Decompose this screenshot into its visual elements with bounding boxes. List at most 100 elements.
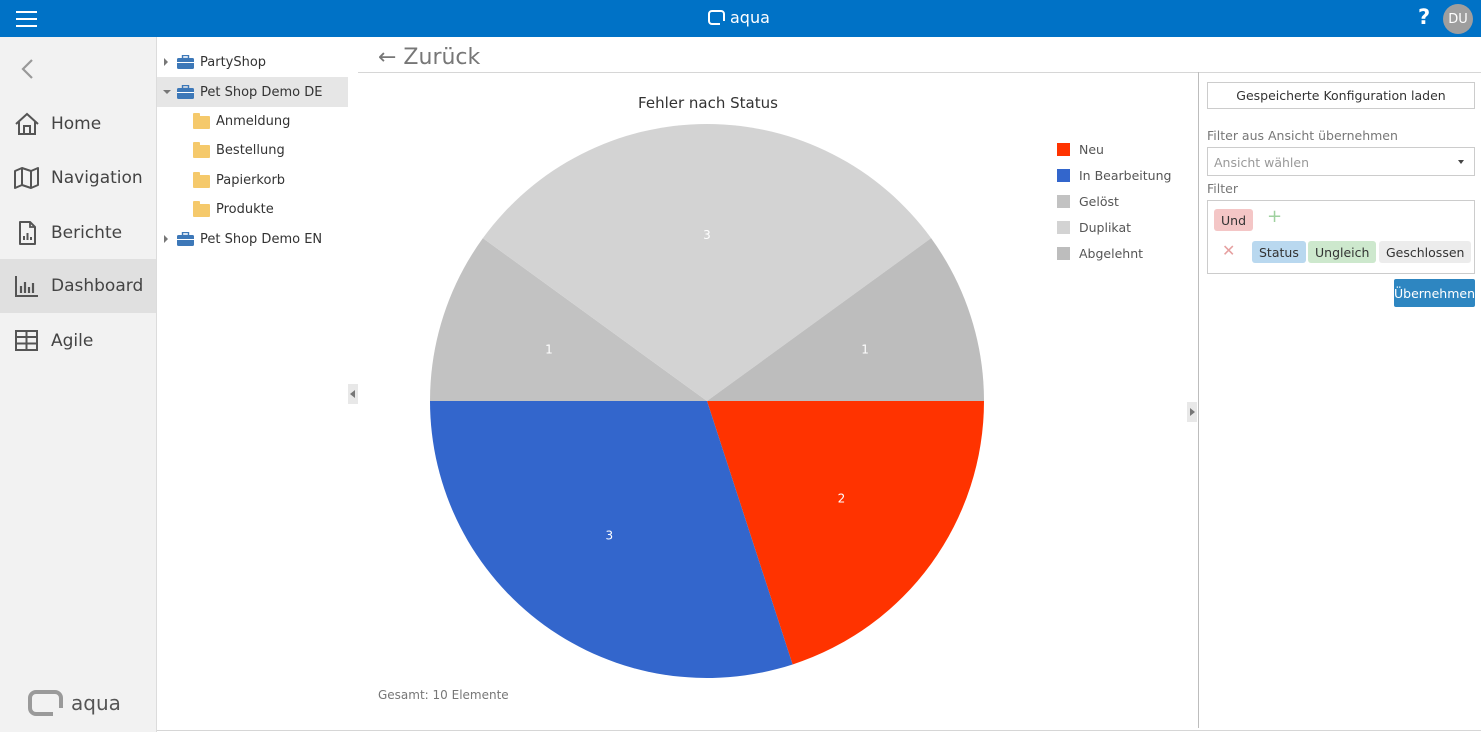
briefcase-icon — [177, 55, 194, 69]
legend-label: Abgelehnt — [1079, 245, 1144, 261]
sidebar-item-label: Dashboard — [51, 276, 144, 296]
chevron-right-icon[interactable] — [164, 235, 168, 243]
tree-item-label: Bestellung — [216, 142, 285, 158]
app-logo: aqua — [708, 8, 770, 27]
filter-label: Filter — [1207, 181, 1238, 196]
pie-slice-label: 1 — [861, 343, 869, 357]
filter-value-chip[interactable]: Geschlossen — [1379, 241, 1472, 263]
total-count: Gesamt: 10 Elemente — [378, 688, 509, 702]
tree-item-label: Papierkorb — [216, 172, 286, 188]
filter-field-chip[interactable]: Status — [1252, 241, 1306, 263]
legend-swatch — [1057, 142, 1070, 156]
filter-builder: Und + ✕ Status Ungleich Geschlossen — [1207, 200, 1475, 274]
sidebar-item-label: Home — [51, 114, 102, 134]
tree-item-papierkorb[interactable]: Papierkorb — [157, 165, 348, 195]
sidebar-item-berichte[interactable]: Berichte — [0, 206, 156, 260]
aqua-logo-icon — [28, 690, 64, 717]
caret-down-icon — [1458, 160, 1464, 164]
apply-button[interactable]: Übernehmen — [1394, 279, 1475, 307]
view-select[interactable]: Ansicht wählen — [1207, 147, 1475, 176]
grid-icon — [15, 330, 38, 351]
tree-item-label: PartyShop — [200, 54, 267, 70]
sidebar-item-label: Berichte — [51, 223, 123, 243]
chart-legend: Neu In Bearbeitung Gelöst Duplikat Abgelehnt — [1057, 136, 1171, 266]
bottom-border — [157, 730, 1481, 731]
legend-swatch — [1057, 220, 1070, 234]
sidebar-item-label: Agile — [51, 331, 94, 351]
sidebar-item-agile[interactable]: Agile — [0, 314, 156, 368]
pie-slice-in-bearbeitung[interactable] — [430, 401, 793, 678]
legend-label: In Bearbeitung — [1079, 167, 1172, 183]
menu-icon[interactable] — [16, 11, 37, 27]
chart-title: Fehler nach Status — [638, 94, 778, 112]
tree-item-produkte[interactable]: Produkte — [157, 194, 348, 224]
tree-item-anmeldung[interactable]: Anmeldung — [157, 106, 348, 136]
conjunction-chip[interactable]: Und — [1214, 209, 1254, 231]
view-filter-label: Filter aus Ansicht übernehmen — [1207, 128, 1398, 143]
map-icon — [14, 167, 39, 189]
chevron-left-icon[interactable] — [18, 57, 38, 81]
pie-slice-abgelehnt[interactable] — [707, 238, 984, 401]
legend-swatch — [1057, 246, 1070, 260]
tree-item-label: Pet Shop Demo EN — [200, 231, 323, 247]
folder-icon — [193, 172, 210, 188]
folder-icon — [193, 201, 210, 217]
remove-condition-icon[interactable]: ✕ — [1222, 241, 1236, 260]
project-tree: PartyShop Pet Shop Demo DE Anmeldung Bes… — [157, 37, 348, 732]
help-icon[interactable]: ? — [1418, 5, 1431, 29]
chevron-down-icon[interactable] — [163, 90, 171, 94]
tree-item-label: Produkte — [216, 201, 274, 217]
tree-item-bestellung[interactable]: Bestellung — [157, 135, 348, 165]
tree-item-label: Anmeldung — [216, 113, 291, 129]
legend-label: Neu — [1079, 141, 1104, 157]
pie-slice-label: 2 — [838, 492, 846, 506]
sidebar: Home Navigation Berichte Dashboard — [0, 37, 157, 732]
add-condition-icon[interactable]: + — [1267, 206, 1283, 227]
footer-logo: aqua — [28, 690, 121, 717]
collapse-config-toggle[interactable] — [1187, 402, 1197, 422]
legend-item[interactable]: Duplikat — [1057, 214, 1171, 240]
avatar[interactable]: DU — [1443, 4, 1473, 34]
tree-item-partyshop[interactable]: PartyShop — [157, 47, 348, 77]
legend-item[interactable]: Neu — [1057, 136, 1171, 162]
sidebar-item-navigation[interactable]: Navigation — [0, 151, 156, 205]
legend-item[interactable]: Abgelehnt — [1057, 240, 1171, 266]
pie-slice-neu[interactable] — [707, 401, 984, 665]
legend-swatch — [1057, 194, 1070, 208]
top-bar: aqua ? DU — [0, 0, 1481, 37]
pie-slice-label: 3 — [605, 528, 613, 542]
legend-label: Gelöst — [1079, 193, 1119, 209]
app-name: aqua — [730, 8, 770, 27]
bar-chart-icon — [15, 276, 38, 297]
pie-slice-duplikat[interactable] — [482, 123, 932, 401]
load-config-button[interactable]: Gespeicherte Konfiguration laden — [1207, 82, 1475, 109]
folder-icon — [193, 142, 210, 158]
folder-icon — [193, 113, 210, 129]
panel-divider — [1198, 72, 1199, 728]
briefcase-icon — [177, 232, 194, 246]
legend-item[interactable]: In Bearbeitung — [1057, 162, 1171, 188]
sidebar-item-label: Navigation — [51, 168, 143, 188]
sidebar-item-dashboard[interactable]: Dashboard — [0, 259, 156, 313]
home-icon — [15, 112, 39, 135]
pie-slice-label: 1 — [545, 343, 553, 357]
aqua-logo-icon — [708, 10, 726, 26]
tree-item-pet-shop-demo-de[interactable]: Pet Shop Demo DE — [157, 77, 348, 107]
tree-item-pet-shop-demo-en[interactable]: Pet Shop Demo EN — [157, 224, 348, 254]
pie-chart: 2 3 1 3 1 — [430, 123, 984, 678]
legend-item[interactable]: Gelöst — [1057, 188, 1171, 214]
chevron-right-icon[interactable] — [164, 58, 168, 66]
footer-logo-text: aqua — [71, 691, 121, 715]
filter-operator-chip[interactable]: Ungleich — [1308, 241, 1377, 263]
header-divider — [358, 72, 1481, 73]
collapse-tree-toggle[interactable] — [348, 384, 358, 404]
back-button[interactable]: ← Zurück — [378, 45, 481, 70]
tree-item-label: Pet Shop Demo DE — [200, 84, 323, 100]
pie-slice-gelöst[interactable] — [430, 238, 707, 401]
sidebar-item-home[interactable]: Home — [0, 97, 156, 151]
legend-swatch — [1057, 168, 1070, 182]
briefcase-icon — [177, 85, 194, 99]
legend-label: Duplikat — [1079, 219, 1132, 235]
report-icon — [19, 221, 36, 245]
view-select-placeholder: Ansicht wählen — [1214, 155, 1310, 170]
